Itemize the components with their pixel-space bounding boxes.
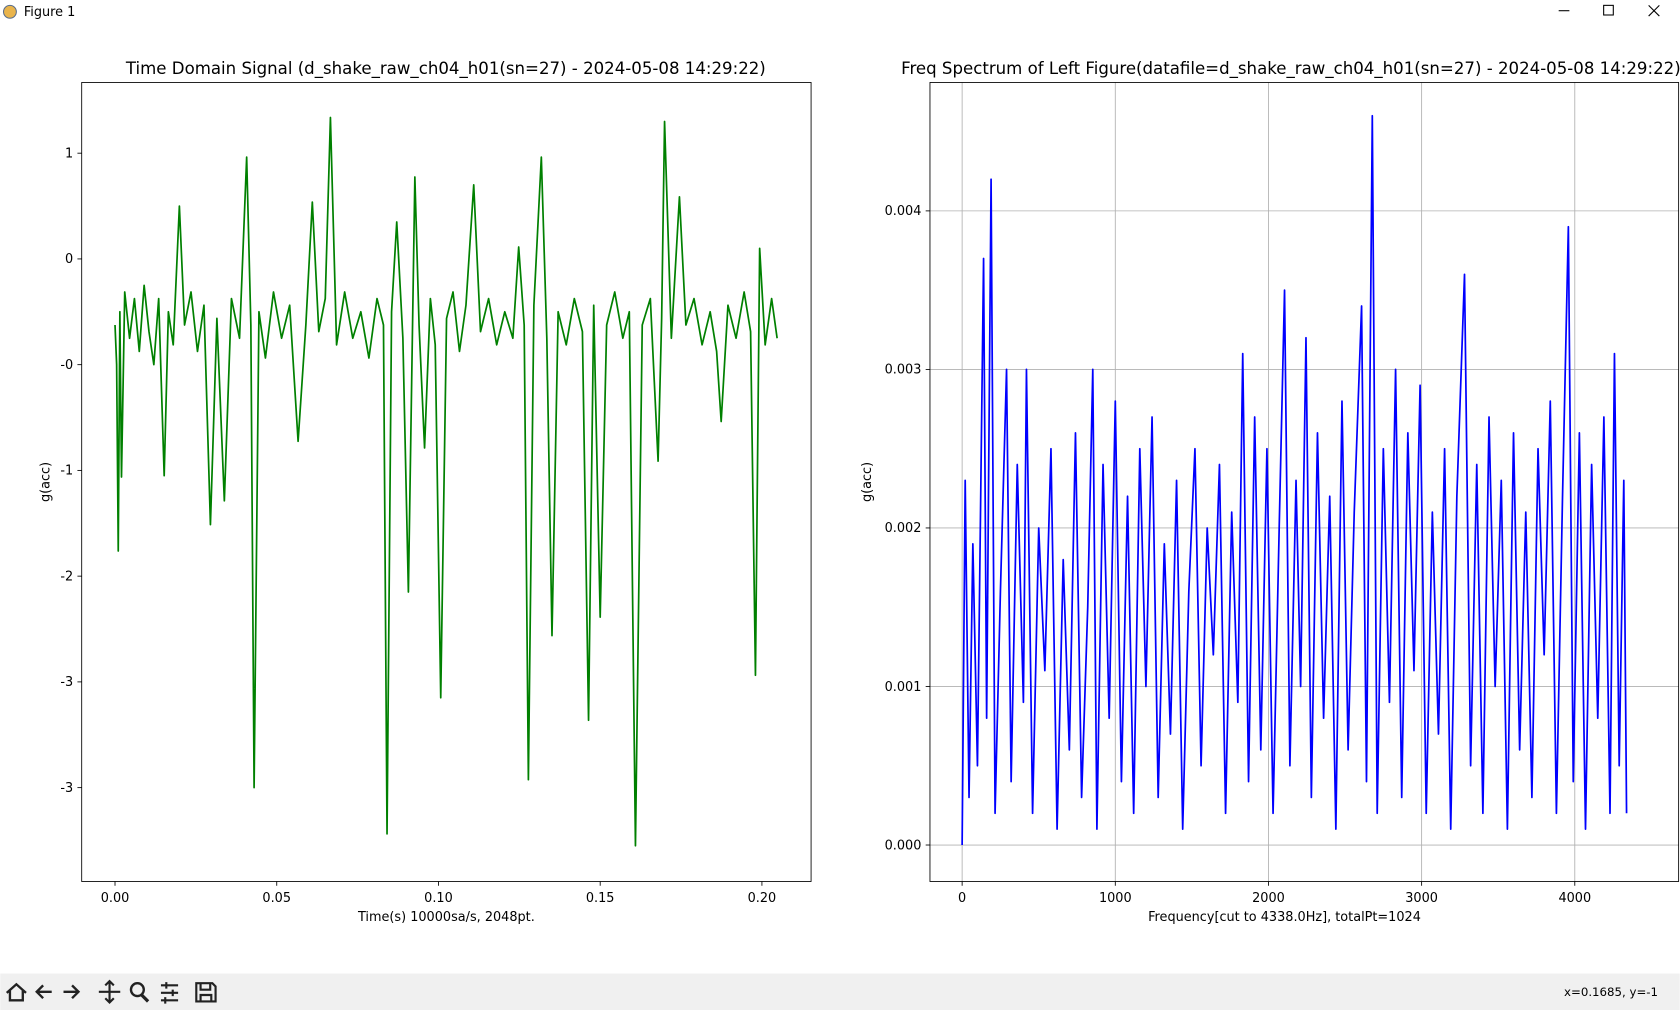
home-button[interactable]	[5, 982, 27, 1002]
chart-title: Time Domain Signal (d_shake_raw_ch04_h01…	[125, 59, 766, 79]
x-tick-label: 2000	[1252, 891, 1285, 906]
y-tick-label: -0	[60, 358, 73, 373]
x-tick-label: 0	[958, 891, 966, 906]
y-tick-label: 0.000	[885, 838, 922, 853]
toolbar-buttons	[5, 979, 217, 1005]
close-button[interactable]	[1648, 4, 1660, 17]
y-tick-label: -2	[60, 569, 73, 584]
chart-panel: 0 1000 2000 3000 4000 0.000 0.001 0.002 0.003 0.0…	[860, 59, 1680, 925]
x-tick-label: 0.05	[262, 891, 291, 906]
x-tick-label: 4000	[1558, 891, 1591, 906]
x-tick-label: 0.15	[586, 891, 615, 906]
restore-button[interactable]	[1603, 4, 1614, 16]
zoom-button[interactable]	[129, 982, 150, 1003]
x-axis-label: Time(s) 10000sa/s, 2048pt.	[357, 910, 535, 925]
forward-button[interactable]	[63, 984, 81, 1000]
toolbar	[0, 973, 1680, 1010]
window-title: Figure 1	[24, 5, 75, 20]
y-tick-label: -1	[60, 464, 73, 479]
app-icon	[2, 4, 17, 19]
pan-button[interactable]	[98, 979, 121, 1005]
status-text: x=0.1685, y=-1	[1564, 985, 1658, 999]
y-tick-label: 1	[65, 146, 73, 161]
y-tick-label: 0	[65, 252, 73, 267]
configure-button[interactable]	[160, 982, 179, 1004]
x-tick-label: 3000	[1405, 891, 1438, 906]
x-tick-label: 0.10	[424, 891, 453, 906]
y-tick-label: 0.002	[885, 521, 922, 536]
x-axis-label: Frequency[cut to 4338.0Hz], totalPt=1024	[1148, 910, 1421, 925]
y-tick-label: 0.004	[885, 204, 922, 219]
plot-frame	[81, 82, 812, 882]
x-tick-label: 1000	[1099, 891, 1132, 906]
y-tick-label: -3	[60, 781, 73, 796]
signal-line	[961, 114, 1628, 846]
y-tick-label: 0.001	[885, 680, 922, 695]
y-axis-label: g(acc)	[860, 462, 875, 502]
save-button[interactable]	[195, 982, 217, 1003]
back-button[interactable]	[35, 984, 52, 1000]
chart-title: Freq Spectrum of Left Figure(datafile=d_…	[901, 59, 1680, 79]
x-tick-label: 0.20	[748, 891, 777, 906]
plot-frame	[929, 82, 1680, 882]
plot-area	[81, 82, 812, 882]
title-bar: Figure 1	[2, 4, 1660, 20]
signal-line	[114, 116, 778, 847]
chart-panel: 0.00 0.05 0.10 0.15 0.20 1 0 -0 -1 -2 -3 -3 Time Dom…	[39, 59, 812, 925]
y-axis-label: g(acc)	[39, 462, 54, 502]
y-tick-label: 0.003	[885, 363, 922, 378]
x-tick-label: 0.00	[101, 891, 130, 906]
y-tick-label: -3	[60, 675, 73, 690]
